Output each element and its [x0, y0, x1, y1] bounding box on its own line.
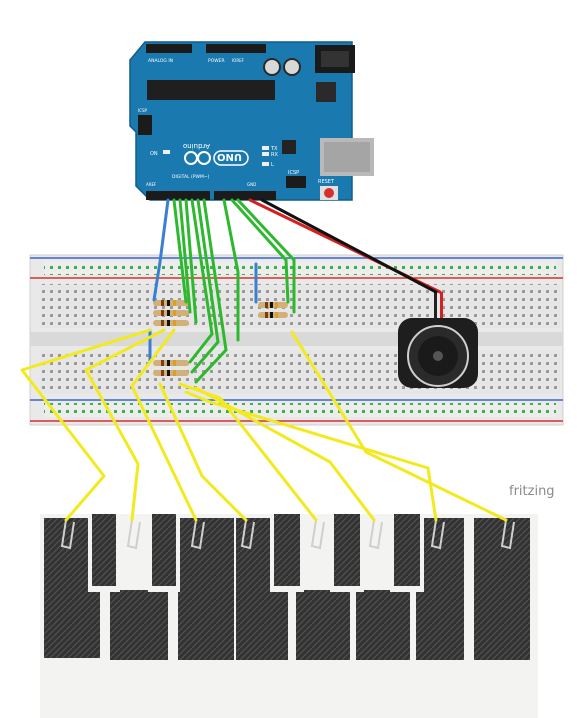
digital-header-right [214, 191, 276, 200]
bottom-power-rail [44, 403, 556, 417]
on-label: ON [150, 151, 158, 157]
paper-clip [60, 519, 75, 550]
l-led [262, 162, 269, 166]
white-key [356, 590, 410, 660]
black-wire [260, 198, 438, 294]
rx-led [262, 152, 269, 156]
paper-clip [500, 519, 515, 550]
yellow-wire [130, 328, 198, 522]
arduino-board: RESET ICSP TX RX L ON UNO Arduino ANALOG… [129, 41, 374, 201]
power-header [206, 44, 266, 53]
tx-label: TX [270, 146, 278, 152]
green-wire [172, 198, 188, 304]
yellow-wire [158, 382, 248, 522]
yellow-wire [184, 390, 438, 522]
green-wire [188, 198, 214, 364]
rx-label: RX [271, 152, 278, 158]
aref-label: AREF [146, 182, 157, 187]
green-wire [236, 198, 296, 314]
digital-label: DIGITAL (PWM~) [172, 174, 210, 180]
voltage-regulator [316, 82, 336, 102]
ioref-label: IOREF [232, 58, 245, 63]
paper-clip [190, 519, 205, 550]
icsp-header [138, 115, 152, 135]
green-wire [178, 198, 192, 314]
yellow-wire [84, 328, 166, 522]
arduino-brand-text: Arduino [183, 142, 210, 150]
green-wires [172, 198, 296, 384]
green-wire [222, 198, 240, 342]
white-key [110, 590, 168, 660]
paper-clip [430, 519, 445, 550]
icsp2-header [286, 176, 306, 188]
green-wire [190, 198, 220, 374]
microcontroller-chip [147, 80, 275, 100]
top-power-rail [44, 261, 556, 275]
reset-label: RESET [318, 179, 335, 185]
green-wire [230, 198, 290, 304]
resistor [258, 302, 288, 308]
yellow-wire [178, 382, 318, 522]
power-label: POWER [208, 58, 225, 64]
paper-clip [310, 519, 325, 550]
terminal-strip-bottom [40, 350, 560, 394]
speaker [398, 292, 478, 388]
uno-logo-text: UNO [217, 151, 242, 162]
white-key [178, 590, 234, 660]
speaker-wires [248, 198, 442, 294]
paper-keyboard [40, 514, 538, 718]
icsp2-label: ICSP [288, 170, 299, 176]
paper-clip [368, 519, 383, 550]
yellow-wire [20, 328, 152, 522]
green-wire [194, 198, 228, 384]
icsp-label: ICSP [138, 108, 148, 113]
analog-label: ANALOG IN [148, 58, 173, 64]
resistor [153, 300, 189, 306]
resistor [258, 312, 288, 318]
blue-wires [148, 198, 258, 364]
blue-wire [152, 198, 170, 302]
usb-chip [282, 140, 296, 154]
yellow-wire [290, 330, 508, 522]
resistor [153, 320, 189, 326]
arduino-infinity-icon [184, 151, 211, 165]
uno-logo-box [213, 150, 249, 166]
tx-led [262, 146, 269, 150]
fritzing-watermark: fritzing [509, 484, 555, 499]
white-key [474, 518, 530, 660]
paper-clip [240, 519, 255, 550]
resistor [153, 310, 189, 316]
white-key [416, 590, 464, 660]
resistor [153, 360, 189, 366]
l-label: L [271, 162, 274, 168]
resistor [153, 370, 189, 376]
white-key [296, 590, 350, 660]
on-led [163, 150, 170, 154]
gnd-label: GND [247, 182, 256, 187]
terminal-strip-top [40, 284, 560, 328]
analog-header [146, 44, 192, 53]
paper-clip [126, 519, 141, 550]
green-wire [184, 198, 198, 324]
digital-header-left [146, 191, 210, 200]
yellow-wires [20, 328, 508, 522]
